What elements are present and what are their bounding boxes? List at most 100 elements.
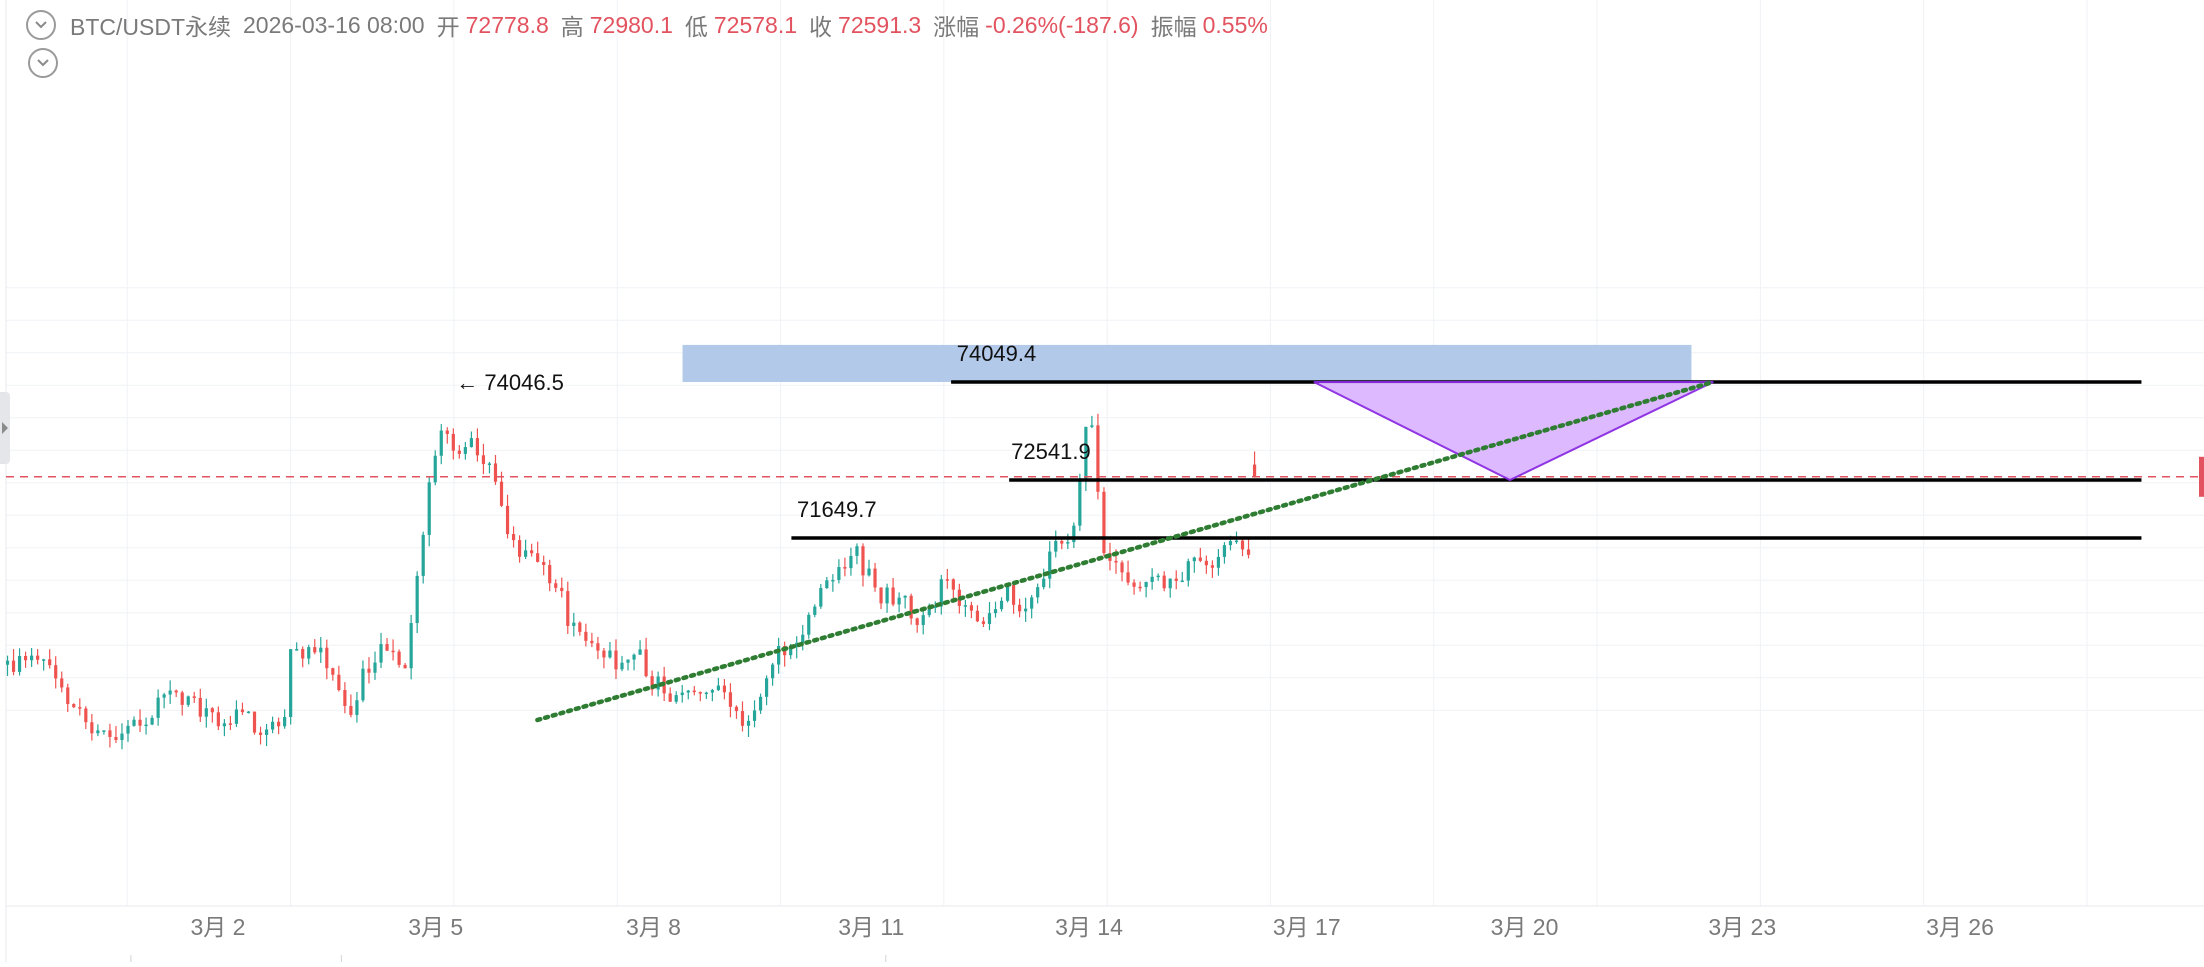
change-label: 涨幅	[933, 14, 980, 40]
candle-up	[439, 424, 443, 465]
candle-body	[204, 708, 208, 717]
candle-down	[530, 543, 534, 557]
candle-up	[1054, 530, 1058, 558]
candle-body	[421, 534, 425, 576]
candle-body	[608, 650, 612, 658]
candle-body	[240, 709, 245, 713]
candle-up	[168, 680, 172, 704]
chevron-right-icon	[2, 422, 8, 434]
candle-down	[391, 639, 395, 661]
candle-body	[463, 447, 467, 454]
candle-body	[554, 583, 558, 588]
candle-body	[843, 567, 847, 569]
candle-up	[752, 700, 757, 728]
candle-down	[54, 656, 58, 689]
candle-body	[777, 646, 781, 665]
candle-down	[108, 723, 112, 748]
candle-body	[487, 463, 492, 465]
high-label: 高	[560, 14, 584, 40]
candle-body	[445, 430, 449, 434]
candle-up	[1192, 556, 1196, 573]
candle-down	[1246, 539, 1251, 559]
x-tick-label: 3月 5	[408, 914, 463, 940]
candle-down	[602, 647, 606, 669]
candle-up	[427, 477, 431, 547]
candle-up	[608, 642, 612, 659]
candle-body	[752, 710, 757, 721]
candle-up	[758, 693, 763, 714]
candle-body	[1048, 551, 1052, 579]
candle-body	[897, 597, 901, 605]
low-label: 低	[684, 14, 708, 40]
candle-body	[511, 534, 516, 541]
support-trendline	[535, 379, 1716, 723]
candle-up	[867, 559, 871, 577]
candle-down	[84, 706, 88, 730]
candle-body	[325, 647, 329, 669]
candle-body	[819, 588, 823, 607]
candle-body	[108, 730, 112, 738]
candle-body	[867, 568, 871, 576]
candle-up	[831, 574, 835, 592]
candle-up	[777, 637, 781, 674]
candle-body	[6, 660, 10, 665]
high-value: 72980.1	[589, 11, 673, 38]
candle-up	[361, 660, 365, 703]
candle-down	[650, 670, 654, 696]
candle-down	[216, 706, 220, 731]
candle-up	[186, 695, 190, 707]
candle-body	[168, 690, 172, 695]
candle-body	[1030, 597, 1034, 609]
candle-up	[1090, 415, 1094, 429]
candle-down	[114, 726, 118, 744]
candle-body	[385, 644, 389, 651]
indicator-toggle-icon[interactable]	[28, 48, 58, 78]
candle-down	[560, 577, 564, 598]
candle-up	[120, 723, 124, 750]
candle-down	[198, 688, 202, 722]
candle-up	[1168, 578, 1172, 598]
candle-down	[457, 445, 461, 459]
level-label: 74049.4	[957, 341, 1037, 366]
candle-down	[138, 709, 142, 732]
candle-body	[951, 579, 955, 590]
candle-body	[686, 690, 690, 693]
candle-down	[505, 494, 510, 539]
candle-up	[1048, 541, 1052, 589]
candle-up	[1078, 473, 1082, 531]
candle-body	[517, 540, 522, 557]
candle-down	[536, 541, 540, 563]
candle-down	[692, 686, 696, 696]
candle-up	[674, 691, 678, 704]
candle-body	[1138, 586, 1142, 589]
candle-down	[915, 617, 919, 633]
open-value: 72778.8	[465, 11, 549, 38]
candle-up	[710, 688, 714, 702]
sidebar-handle[interactable]	[0, 392, 10, 464]
candle-body	[1018, 604, 1022, 612]
candle-down	[698, 691, 702, 702]
candle-down	[313, 639, 317, 655]
candle-up	[963, 599, 967, 617]
candle-up	[1066, 533, 1070, 549]
candle-up	[764, 675, 769, 706]
candle-body	[945, 579, 949, 581]
candle-body	[1150, 576, 1154, 582]
candle-up	[433, 450, 437, 486]
candle-body	[855, 546, 859, 556]
candle-down	[981, 617, 986, 628]
candle-body	[734, 706, 739, 712]
level-label: 72541.9	[1011, 439, 1091, 464]
candle-up	[716, 677, 720, 691]
candle-body	[307, 647, 311, 659]
candle-body	[861, 546, 865, 576]
candle-body	[415, 575, 419, 624]
candle-up	[246, 711, 251, 714]
collapse-toggle-icon[interactable]	[26, 10, 56, 40]
candle-down	[843, 557, 847, 577]
candle-body	[668, 693, 672, 702]
candle-body	[927, 606, 931, 616]
candle-up	[933, 601, 937, 613]
